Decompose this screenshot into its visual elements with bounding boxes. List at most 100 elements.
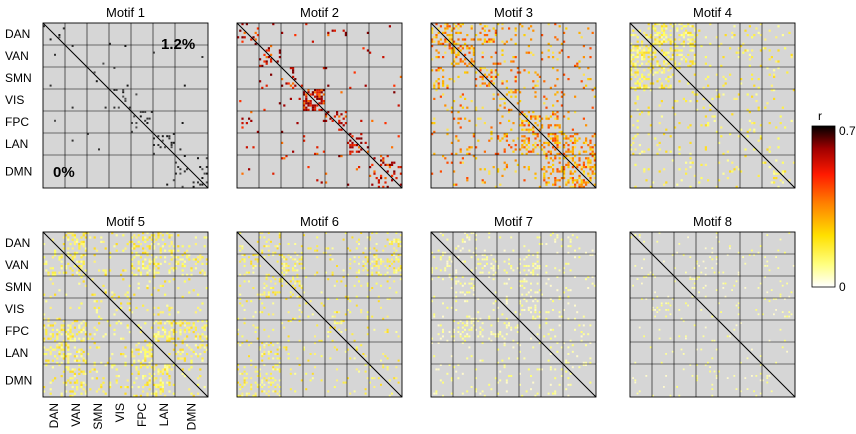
matrix-cell — [740, 322, 742, 324]
matrix-cell — [773, 170, 776, 173]
matrix-cell — [65, 366, 68, 369]
matrix-cell — [263, 282, 266, 285]
matrix-cell — [278, 56, 281, 59]
matrix-cell — [161, 381, 164, 384]
matrix-cell — [689, 364, 692, 366]
matrix-cell — [148, 260, 151, 263]
matrix-cell — [543, 172, 546, 175]
matrix-cell — [307, 359, 310, 362]
matrix-cell — [554, 267, 557, 270]
matrix-cell — [450, 141, 453, 144]
matrix-cell — [514, 159, 517, 162]
matrix-cell — [267, 291, 270, 294]
matrix-cell — [263, 306, 266, 309]
matrix-cell — [148, 280, 151, 283]
matrix-cell — [663, 31, 666, 34]
matrix-cell — [669, 49, 672, 52]
matrix-cell — [773, 181, 776, 184]
row-label-dmn: DMN — [5, 165, 32, 179]
matrix-cell — [490, 262, 493, 265]
matrix-cell — [386, 328, 389, 331]
matrix-cell — [442, 75, 445, 78]
matrix-cell — [84, 236, 87, 239]
matrix-cell — [272, 23, 275, 26]
matrix-cell — [364, 355, 367, 358]
matrix-cell — [505, 271, 508, 274]
matrix-cell — [175, 262, 178, 265]
diagonal-line — [629, 22, 796, 189]
matrix-cell — [593, 135, 596, 138]
matrix-cell — [181, 269, 184, 272]
matrix-cell — [186, 335, 189, 338]
matrix-cell — [711, 247, 714, 250]
matrix-cell — [536, 368, 539, 371]
matrix-cell — [292, 269, 294, 272]
matrix-cell — [556, 135, 559, 138]
matrix-cell — [135, 366, 138, 369]
matrix-cell — [177, 249, 180, 252]
matrix-cell — [481, 390, 484, 393]
matrix-cell — [591, 31, 594, 34]
matrix-cell — [636, 53, 639, 56]
matrix-cell — [589, 78, 592, 81]
matrix-cell — [567, 317, 570, 320]
matrix-cell — [305, 372, 308, 375]
matrix-cell — [259, 311, 261, 314]
matrix-cell — [120, 386, 123, 389]
matrix-cell — [397, 254, 400, 256]
matrix-cell — [340, 320, 343, 322]
matrix-cell — [241, 36, 244, 39]
matrix-cell — [455, 295, 458, 298]
matrix-cell — [153, 240, 156, 243]
matrix-cell — [543, 146, 546, 149]
matrix-cell — [71, 390, 74, 393]
matrix-cell — [453, 183, 456, 186]
matrix-cell — [78, 243, 81, 246]
matrix-cell — [748, 64, 751, 67]
matrix-cell — [131, 353, 134, 356]
matrix-cell — [325, 232, 327, 234]
matrix-cell — [166, 381, 169, 384]
matrix-cell — [576, 311, 579, 314]
matrix-cell — [501, 174, 504, 177]
matrix-cell — [589, 139, 592, 142]
matrix-cell — [652, 394, 654, 397]
matrix-cell — [505, 326, 508, 329]
matrix-cell — [578, 183, 581, 186]
matrix-cell — [153, 137, 155, 140]
matrix-cell — [696, 278, 698, 280]
matrix-cell — [153, 372, 156, 375]
matrix-cell — [547, 311, 550, 314]
matrix-cell — [113, 333, 116, 336]
matrix-cell — [386, 315, 389, 318]
matrix-cell — [593, 168, 596, 171]
matrix-cell — [576, 133, 579, 136]
matrix-cell — [634, 148, 637, 151]
matrix-cell — [453, 49, 456, 52]
matrix-cell — [270, 372, 272, 375]
column-label-fpc: FPC — [135, 403, 149, 427]
matrix-cell — [320, 97, 323, 100]
matrix-cell — [532, 150, 535, 153]
matrix-cell — [556, 117, 559, 120]
matrix-cell — [355, 137, 358, 140]
matrix-cell — [658, 42, 661, 45]
matrix-cell — [541, 148, 544, 151]
matrix-cell — [166, 337, 169, 340]
matrix-cell — [773, 75, 776, 78]
matrix-cell — [453, 47, 456, 50]
matrix-cell — [457, 31, 460, 34]
matrix-cell — [444, 38, 447, 41]
matrix-cell — [669, 135, 672, 138]
matrix-cell — [135, 368, 138, 371]
colorbar-tick-min: 0 — [839, 280, 846, 294]
matrix-cell — [685, 337, 687, 340]
matrix-cell — [67, 333, 70, 336]
matrix-cell — [527, 306, 530, 309]
matrix-cell — [461, 47, 464, 50]
matrix-cell — [309, 300, 312, 303]
matrix-cell — [457, 256, 460, 259]
matrix-cell — [770, 84, 773, 87]
column-label-dmn: DMN — [185, 403, 199, 430]
matrix-cell — [111, 364, 114, 367]
